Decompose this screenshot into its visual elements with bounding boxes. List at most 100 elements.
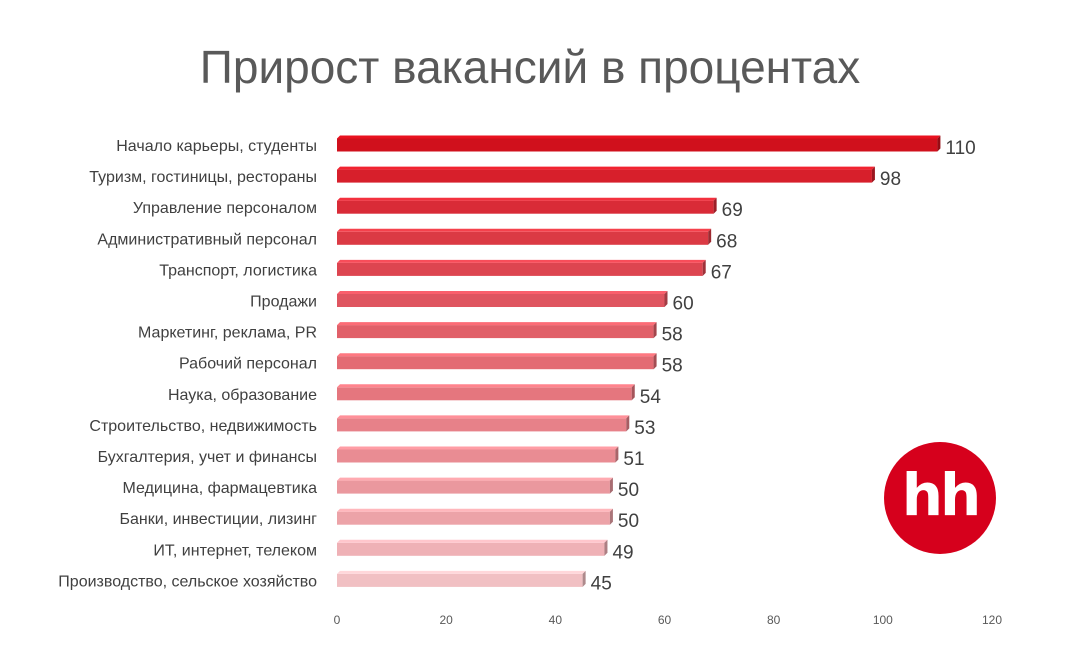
category-label: Производство, сельское хозяйство xyxy=(58,573,317,590)
chart-title: Прирост вакансий в процентах xyxy=(199,41,861,93)
category-label: Продажи xyxy=(250,294,317,311)
data-label: 45 xyxy=(591,573,612,594)
data-label: 67 xyxy=(711,262,732,283)
bar-face xyxy=(337,449,616,463)
bar-top xyxy=(337,415,630,419)
bar-top xyxy=(337,508,613,512)
data-label: 60 xyxy=(673,294,694,315)
bar-side xyxy=(713,197,717,214)
data-label: 53 xyxy=(634,418,655,439)
bar xyxy=(337,570,586,587)
bar xyxy=(337,446,619,463)
bar-top xyxy=(337,477,613,481)
data-label: 49 xyxy=(612,542,633,563)
bar-face xyxy=(337,573,583,587)
data-label: 50 xyxy=(618,480,639,501)
data-label: 54 xyxy=(640,387,662,408)
bar xyxy=(337,228,712,245)
bar xyxy=(337,259,706,276)
bar-side xyxy=(582,570,586,587)
bar xyxy=(337,353,657,370)
x-axis-ticks: 0 20 40 60 80 100 120 xyxy=(334,613,1003,627)
x-tick-label: 120 xyxy=(982,613,1002,627)
bar xyxy=(337,135,941,152)
bar-top xyxy=(337,322,657,326)
x-tick-label: 20 xyxy=(439,613,453,627)
x-tick-label: 40 xyxy=(549,613,563,627)
bar xyxy=(337,384,635,401)
bar-top xyxy=(337,446,619,450)
data-label: 50 xyxy=(618,511,639,532)
bar xyxy=(337,197,717,214)
bar-side xyxy=(631,384,635,401)
bar-top xyxy=(337,570,586,574)
category-label: Административный персонал xyxy=(97,231,317,248)
x-tick-label: 60 xyxy=(658,613,672,627)
bar xyxy=(337,291,668,307)
bar-face xyxy=(337,511,610,525)
bar-face xyxy=(337,169,872,183)
bar-side xyxy=(937,135,941,152)
bar-top xyxy=(337,166,875,170)
category-labels: Начало карьеры, студенты Туризм, гостиниц… xyxy=(58,138,317,590)
bar-side xyxy=(702,259,706,276)
x-tick-label: 100 xyxy=(873,613,893,627)
bar-face xyxy=(337,294,665,307)
bar-side xyxy=(604,539,608,556)
bar-face xyxy=(337,325,654,339)
x-tick-label: 0 xyxy=(334,613,341,627)
bar xyxy=(337,477,613,494)
category-label: Бухгалтерия, учет и финансы xyxy=(98,449,317,466)
category-label: Банки, инвестиции, лизинг xyxy=(120,511,318,528)
bar xyxy=(337,166,875,183)
bar xyxy=(337,539,608,556)
bar-face xyxy=(337,418,627,432)
category-label: ИТ, интернет, телеком xyxy=(153,542,317,559)
bar-top xyxy=(337,228,712,232)
bar-face xyxy=(337,356,654,370)
bar-face xyxy=(337,542,605,556)
bar-side xyxy=(871,166,875,183)
data-label: 58 xyxy=(662,325,683,346)
bar-side xyxy=(653,322,657,339)
data-label: 68 xyxy=(716,231,737,252)
bar xyxy=(337,508,613,525)
category-label: Управление персоналом xyxy=(133,200,317,217)
bar-side xyxy=(609,477,613,494)
hh-logo: hh xyxy=(884,442,996,554)
bar-side xyxy=(664,291,668,307)
bar-top xyxy=(337,539,608,543)
data-label: 58 xyxy=(662,356,683,377)
data-label: 51 xyxy=(623,449,644,470)
bars-layer xyxy=(337,135,941,587)
bar-face xyxy=(337,200,714,214)
bar-top xyxy=(337,291,668,294)
bar-side xyxy=(708,228,712,245)
data-label: 69 xyxy=(722,200,743,221)
data-label: 98 xyxy=(880,169,901,190)
category-label: Транспорт, логистика xyxy=(159,262,317,279)
bar-face xyxy=(337,262,703,276)
bar-side xyxy=(653,353,657,370)
category-label: Рабочий персонал xyxy=(179,356,317,373)
category-label: Туризм, гостиницы, рестораны xyxy=(89,169,317,186)
bar-side xyxy=(626,415,630,432)
data-label: 110 xyxy=(945,138,975,159)
bar-side xyxy=(615,446,619,463)
bar-face xyxy=(337,480,610,494)
bar-top xyxy=(337,384,635,388)
bar xyxy=(337,322,657,339)
bar-top xyxy=(337,259,706,263)
bar-top xyxy=(337,197,717,201)
bar-face xyxy=(337,387,632,401)
x-tick-label: 80 xyxy=(767,613,781,627)
bar xyxy=(337,415,630,432)
bar-face xyxy=(337,231,709,245)
category-label: Медицина, фармацевтика xyxy=(123,480,318,497)
hh-logo-text: hh xyxy=(901,461,982,529)
category-label: Строительство, недвижимость xyxy=(89,418,317,435)
bar-face xyxy=(337,138,938,152)
category-label: Начало карьеры, студенты xyxy=(116,138,317,155)
